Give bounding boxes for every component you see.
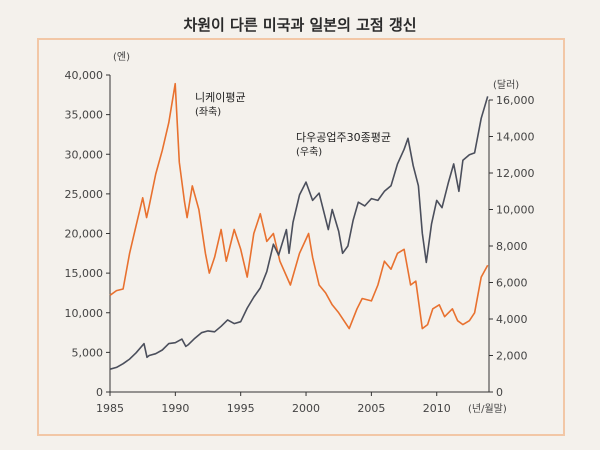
nikkei-axis-note: (좌축)	[195, 106, 221, 118]
right-tick-label: 14,000	[496, 131, 535, 144]
left-tick-label: 10,000	[65, 307, 104, 320]
x-axis-unit: (년/월말)	[468, 403, 507, 415]
x-tick-label: 1990	[161, 402, 189, 415]
left-tick-label: 15,000	[65, 267, 104, 280]
x-tick-label: 1985	[96, 402, 124, 415]
chart-title: 차원이 다른 미국과 일본의 고점 갱신	[183, 16, 417, 34]
x-tick-label: 1995	[227, 402, 255, 415]
right-tick-label: 2,000	[496, 350, 528, 363]
left-tick-label: 40,000	[65, 69, 104, 82]
left-tick-label: 0	[96, 386, 103, 399]
x-tick-label: 2005	[357, 402, 385, 415]
left-tick-label: 20,000	[65, 228, 104, 241]
right-tick-label: 6,000	[496, 277, 528, 290]
x-tick-label: 2000	[292, 402, 320, 415]
series-lines	[109, 82, 489, 370]
right-tick-label: 10,000	[496, 204, 535, 217]
dow-series-line	[109, 96, 489, 370]
dow-axis-note: (우축)	[296, 146, 322, 158]
right-tick-label: 0	[496, 386, 503, 399]
right-tick-label: 4,000	[496, 313, 528, 326]
dow-series-label: 다우공업주30종평균	[296, 131, 391, 144]
chart-frame	[37, 38, 565, 436]
left-tick-label: 30,000	[65, 148, 104, 161]
nikkei-series-line	[109, 82, 489, 330]
nikkei-series-label: 니케이평균	[195, 91, 246, 104]
x-tick-label: 2010	[423, 402, 451, 415]
right-tick-label: 8,000	[496, 240, 528, 253]
left-tick-label: 5,000	[72, 346, 104, 359]
right-tick-label: 12,000	[496, 167, 535, 180]
right-axis-unit: (달러)	[493, 79, 519, 91]
right-tick-label: 16,000	[496, 94, 535, 107]
axis-ticks: 1985 1990 1995 2000 2005 2010 0 5,000 10,000 15,0…	[65, 69, 535, 415]
left-tick-label: 35,000	[65, 109, 104, 122]
left-axis-unit: (엔)	[113, 51, 130, 63]
left-tick-label: 25,000	[65, 188, 104, 201]
